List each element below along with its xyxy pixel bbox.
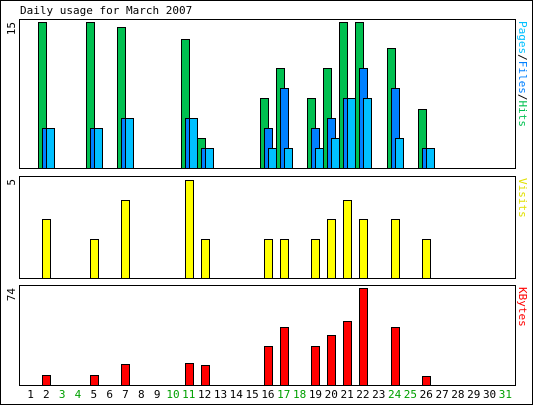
bar-kbytes-kbytes-day-20 (327, 335, 336, 386)
panel-kbytes: 74 KBytes (5, 285, 529, 386)
bar-hits-pages-day-5 (94, 128, 103, 169)
bar-hits-pages-day-24 (395, 138, 404, 169)
bar-kbytes-kbytes-day-17 (280, 327, 289, 386)
bar-hits-pages-day-17 (284, 148, 293, 169)
bar-visits-visits-day-21 (343, 200, 352, 279)
x-tick-label-day-3: 3 (59, 388, 66, 401)
x-tick-label-day-4: 4 (75, 388, 82, 401)
bar-kbytes-kbytes-day-2 (42, 375, 51, 386)
bar-visits-visits-day-11 (185, 180, 194, 279)
y-max-label-kbytes: 74 (5, 288, 18, 302)
bar-hits-pages-day-11 (189, 118, 198, 169)
x-tick-label-day-10: 10 (166, 388, 179, 401)
bar-hits-pages-day-7 (125, 118, 134, 169)
bar-kbytes-kbytes-day-22 (359, 288, 368, 386)
bar-visits-visits-day-26 (422, 239, 431, 279)
bar-kbytes-kbytes-day-26 (422, 376, 431, 386)
chart-panels: 15 Pages/Files/Hits 5 Visits 74 KBytes (5, 19, 529, 386)
panel-hits: 15 Pages/Files/Hits (5, 19, 529, 169)
bar-kbytes-kbytes-day-21 (343, 321, 352, 386)
x-tick-label-day-28: 28 (451, 388, 464, 401)
bar-visits-visits-day-19 (311, 239, 320, 279)
bar-kbytes-kbytes-day-19 (311, 346, 320, 386)
x-tick-label-day-22: 22 (356, 388, 369, 401)
bar-visits-visits-day-12 (201, 239, 210, 279)
bar-visits-visits-day-16 (264, 239, 273, 279)
x-tick-label-day-16: 16 (261, 388, 274, 401)
bar-kbytes-kbytes-day-12 (201, 365, 210, 386)
bar-hits-pages-day-2 (46, 128, 55, 169)
x-tick-label-day-14: 14 (230, 388, 244, 401)
bar-hits-pages-day-20 (331, 138, 340, 169)
x-tick-label-day-6: 6 (106, 388, 113, 401)
x-tick-label-day-27: 27 (435, 388, 448, 401)
series-label-hits: Pages/Files/Hits (516, 21, 529, 127)
x-tick-label-day-1: 1 (27, 388, 34, 401)
x-tick-label-day-21: 21 (340, 388, 353, 401)
bar-kbytes-kbytes-day-7 (121, 364, 130, 386)
x-tick-label-day-25: 25 (404, 388, 417, 401)
bar-kbytes-kbytes-day-5 (90, 375, 99, 386)
bar-visits-visits-day-7 (121, 200, 130, 279)
x-tick-label-day-15: 15 (245, 388, 258, 401)
bar-kbytes-kbytes-day-11 (185, 363, 194, 386)
bar-kbytes-kbytes-day-16 (264, 346, 273, 386)
bar-visits-visits-day-5 (90, 239, 99, 279)
x-tick-label-day-5: 5 (91, 388, 98, 401)
bar-visits-visits-day-24 (391, 219, 400, 279)
x-tick-label-day-24: 24 (388, 388, 402, 401)
bar-visits-visits-day-22 (359, 219, 368, 279)
x-tick-label-day-20: 20 (325, 388, 338, 401)
x-tick-label-day-29: 29 (467, 388, 480, 401)
bar-visits-visits-day-17 (280, 239, 289, 279)
panel-visits: 5 Visits (5, 176, 529, 279)
y-max-label-hits: 15 (5, 22, 18, 35)
bar-kbytes-kbytes-day-24 (391, 327, 400, 386)
x-tick-label-day-31: 31 (499, 388, 512, 401)
bar-hits-pages-day-22 (363, 98, 372, 169)
chart-title: Daily usage for March 2007 (20, 4, 192, 17)
series-label-kbytes: KBytes (516, 287, 529, 327)
bar-hits-pages-day-16 (268, 148, 277, 169)
x-axis-day-labels: 1 2 3 4 5 6 7 8 9 10 11 12 13 14 15 16 17 18 19 20 21 22 23 24 2… (27, 388, 512, 401)
x-tick-label-day-17: 17 (277, 388, 290, 401)
x-tick-label-day-30: 30 (483, 388, 496, 401)
bar-hits-pages-day-12 (205, 148, 214, 169)
x-tick-label-day-26: 26 (420, 388, 433, 401)
x-tick-label-day-9: 9 (154, 388, 161, 401)
x-tick-label-day-13: 13 (214, 388, 227, 401)
bar-hits-pages-day-26 (426, 148, 435, 169)
x-tick-label-day-23: 23 (372, 388, 385, 401)
x-tick-label-day-11: 11 (182, 388, 195, 401)
x-tick-label-day-7: 7 (122, 388, 129, 401)
x-tick-label-day-2: 2 (43, 388, 50, 401)
x-tick-label-day-18: 18 (293, 388, 306, 401)
x-tick-label-day-8: 8 (138, 388, 145, 401)
x-tick-label-day-12: 12 (198, 388, 211, 401)
bar-visits-visits-day-2 (42, 219, 51, 279)
bar-visits-visits-day-20 (327, 219, 336, 279)
bar-hits-pages-day-21 (347, 98, 356, 169)
series-label-visits: Visits (516, 178, 529, 218)
y-max-label-visits: 5 (5, 179, 18, 186)
x-tick-label-day-19: 19 (309, 388, 322, 401)
bar-hits-pages-day-19 (315, 148, 324, 169)
